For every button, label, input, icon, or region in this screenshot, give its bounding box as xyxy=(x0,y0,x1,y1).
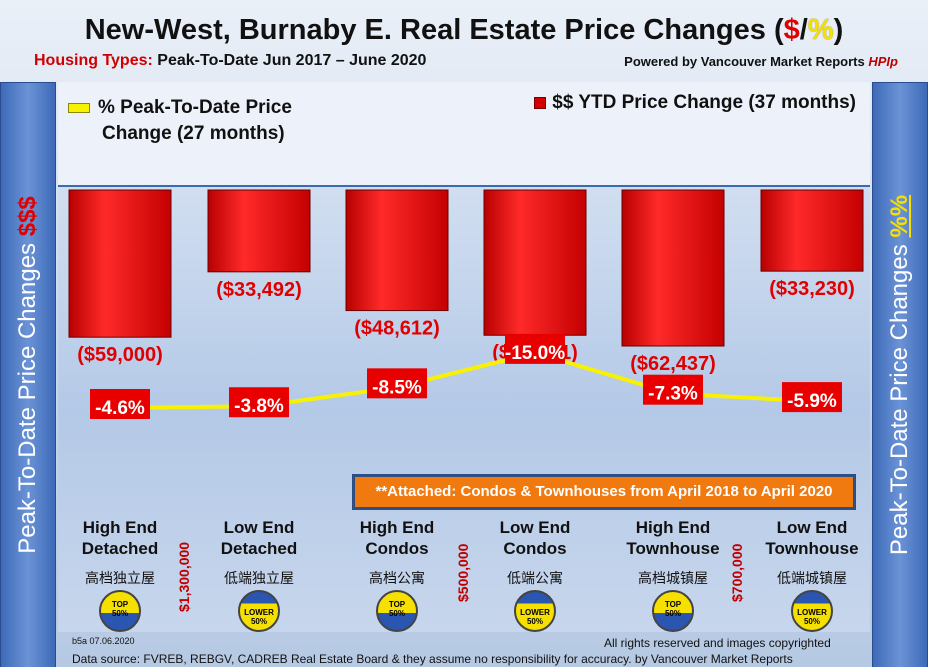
pct-value-label: -4.6% xyxy=(95,398,145,419)
pct-value-label: -8.5% xyxy=(372,377,422,398)
plot-area xyxy=(58,82,870,632)
category-line1: Low End xyxy=(499,518,571,537)
category-line2: Condos xyxy=(365,539,429,559)
badge-text-line1: LOWER xyxy=(520,608,550,617)
left-axis-banner: Peak-To-Date Price Changes $$$ xyxy=(0,82,56,667)
bar-0 xyxy=(68,189,172,338)
badge-text: LOWER 50% xyxy=(516,608,554,626)
price-tag-2: $500,000 xyxy=(455,543,471,602)
pct-value-label: -15.0% xyxy=(505,343,565,364)
bar-2 xyxy=(345,189,449,312)
pct-value-label: -3.8% xyxy=(234,396,284,417)
bar-value-label: ($33,230) xyxy=(769,278,855,300)
pct-label-box xyxy=(90,389,150,419)
badge-text-line2: 50% xyxy=(526,617,543,626)
legend-line-swatch xyxy=(68,102,90,113)
category-chinese-label: 高档独立屋 xyxy=(85,570,155,586)
version-code: b5a 07.06.2020 xyxy=(72,636,135,646)
top-50-badge-icon: TOP 50% xyxy=(652,590,694,632)
bar-5 xyxy=(760,189,864,272)
pct-label-box xyxy=(643,374,703,405)
category-line2: Townhouse xyxy=(765,539,859,559)
category-label: Low End Townhouse xyxy=(747,517,877,560)
price-tag-1: $1,300,000 xyxy=(176,541,192,612)
pct-label-box xyxy=(229,387,289,418)
lower-50-badge-icon: LOWER 50% xyxy=(238,590,280,632)
pct-value-label: -5.9% xyxy=(787,391,837,412)
badge-text-line2: 50% xyxy=(803,617,820,626)
category-label: High End Condos xyxy=(332,517,462,560)
pct-label-box xyxy=(367,368,427,399)
lower-50-badge-icon: LOWER 50% xyxy=(514,590,556,632)
category-chinese-label: 高档公寓 xyxy=(369,570,425,586)
category-line1: High End xyxy=(82,518,158,537)
category-line2: Condos xyxy=(503,539,567,559)
bar-value-label: ($62,437) xyxy=(630,353,716,375)
subtitle-label: Housing Types: xyxy=(34,52,153,69)
bar-3 xyxy=(483,189,587,336)
legend-line: % Peak-To-Date Price Change (27 months) xyxy=(68,95,292,146)
bar-value-label: ($59,000) xyxy=(77,344,163,366)
pct-label-box xyxy=(782,382,842,413)
chart-title: New-West, Burnaby E. Real Estate Price C… xyxy=(84,14,844,46)
badge-text-line1: LOWER xyxy=(244,608,274,617)
chart-subtitle: Housing Types: Peak-To-Date Jun 2017 – J… xyxy=(34,52,426,70)
category-chinese-label: 低端独立屋 xyxy=(224,570,294,586)
bar-1 xyxy=(207,189,311,273)
category-line2: Detached xyxy=(81,539,159,559)
powered-by: Powered by Vancouver Market Reports HPIp xyxy=(624,54,898,69)
badge-text: LOWER 50% xyxy=(793,608,831,626)
pct-label-box xyxy=(505,333,565,364)
badge-text-line2: 50% xyxy=(250,617,267,626)
badge-text: LOWER 50% xyxy=(240,608,278,626)
badge-text-line2: 50% xyxy=(111,609,128,618)
category-line2: Townhouse xyxy=(626,539,720,559)
right-axis-banner: Peak-To-Date Price Changes %% xyxy=(872,82,928,667)
category-line1: High End xyxy=(635,518,711,537)
category-line1: Low End xyxy=(776,518,848,537)
data-source: Data source: FVREB, REBGV, CADREB Real E… xyxy=(72,652,793,666)
badge-text: TOP 50% xyxy=(654,600,692,618)
category-line2: Detached xyxy=(220,539,298,559)
legend-band xyxy=(58,82,870,186)
category-label: High End Townhouse xyxy=(608,517,738,560)
badge-text-line1: TOP xyxy=(388,600,406,609)
badge-text-line1: LOWER xyxy=(797,608,827,617)
badge-text-line2: 50% xyxy=(664,609,681,618)
pct-value-label: -7.3% xyxy=(648,384,698,405)
category-line1: Low End xyxy=(223,518,295,537)
subtitle-text: Peak-To-Date Jun 2017 – June 2020 xyxy=(157,52,427,69)
bar-4 xyxy=(621,189,725,347)
badge-text-line1: TOP xyxy=(664,600,682,609)
category-label: Low End Condos xyxy=(470,517,600,560)
category-chinese-label: 低端城镇屋 xyxy=(777,570,847,586)
badge-text-line1: TOP xyxy=(111,600,129,609)
category-chinese-label: 低端公寓 xyxy=(507,570,563,586)
legend-bar: $$ YTD Price Change (37 months) xyxy=(534,92,856,114)
legend-bar-swatch xyxy=(534,96,547,109)
badge-text: TOP 50% xyxy=(378,600,416,618)
category-line1: High End xyxy=(359,518,435,537)
copyright-note: All rights reserved and images copyright… xyxy=(604,636,831,650)
top-50-badge-icon: TOP 50% xyxy=(376,590,418,632)
badge-text-line2: 50% xyxy=(388,609,405,618)
category-label: Low End Detached xyxy=(194,517,324,560)
attached-note: **Attached: Condos & Townhouses from Apr… xyxy=(352,474,856,510)
bar-value-label: ($48,612) xyxy=(354,318,440,340)
top-50-badge-icon: TOP 50% xyxy=(99,590,141,632)
lower-50-badge-icon: LOWER 50% xyxy=(791,590,833,632)
bar-value-label: ($33,492) xyxy=(216,279,302,301)
price-tag-3: $700,000 xyxy=(729,543,745,602)
category-chinese-label: 高档城镇屋 xyxy=(638,570,708,586)
category-label: High End Detached xyxy=(55,517,185,560)
badge-text: TOP 50% xyxy=(101,600,139,618)
